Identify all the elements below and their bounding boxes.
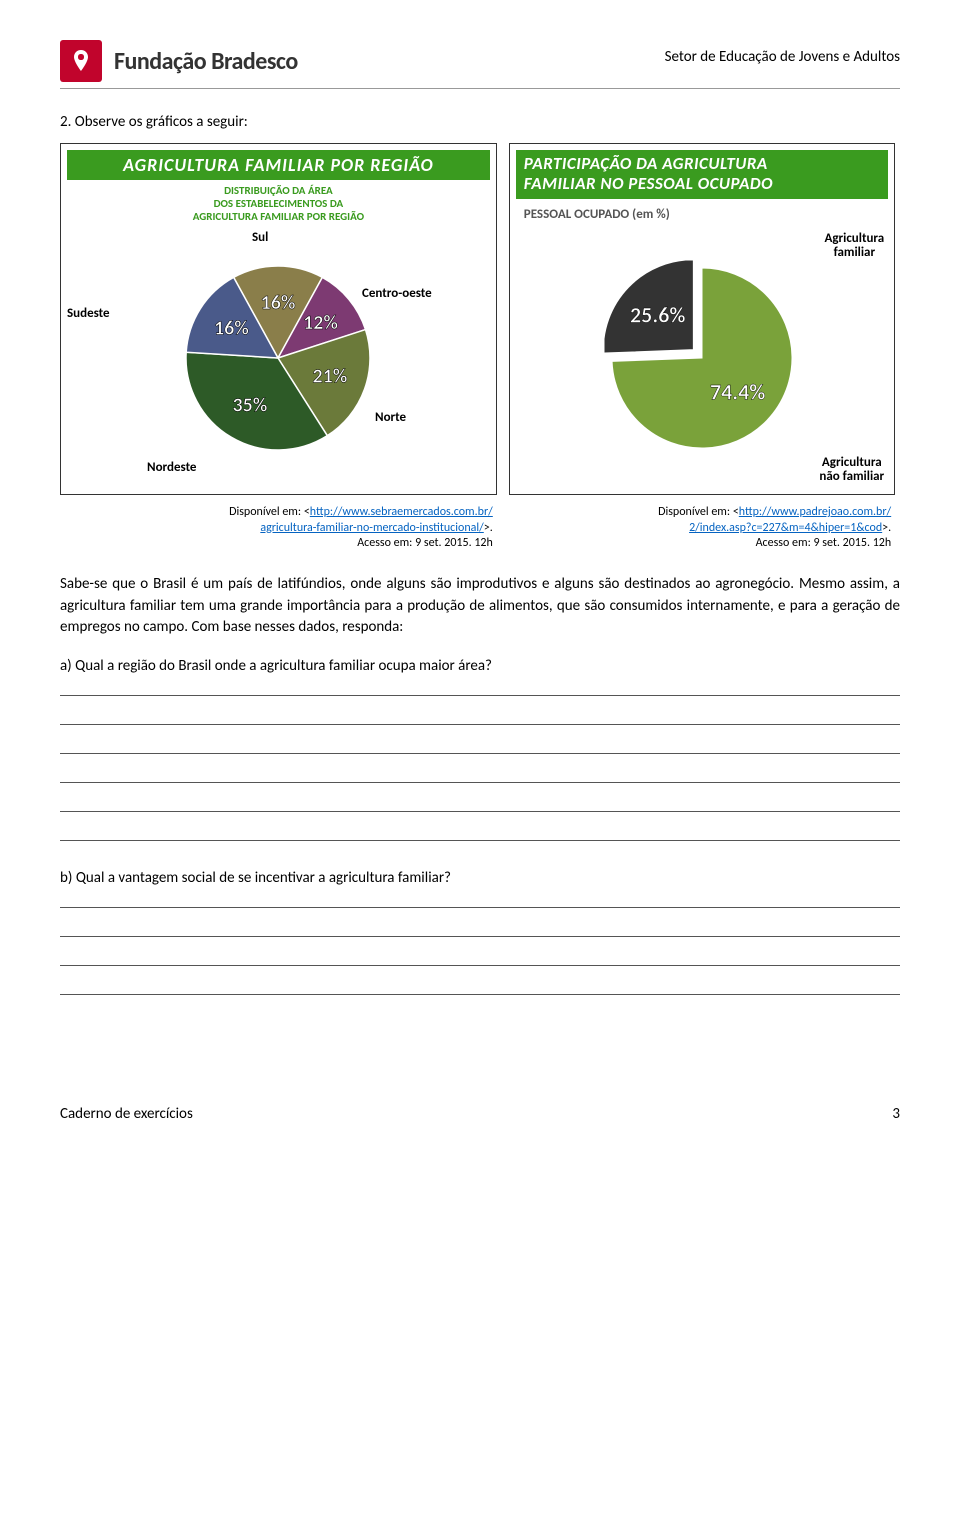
chart2-pie: 74.4% 25.6% (604, 261, 799, 456)
header-divider (60, 88, 900, 89)
src-text: >. (484, 521, 493, 535)
page-header: Fundação Bradesco Setor de Educação de J… (60, 40, 900, 82)
chart2-banner: PARTICIPAÇÃO DA AGRICULTURA FAMILIAR NO … (516, 150, 888, 199)
footer-caption: Caderno de exercícios (60, 1105, 193, 1123)
answer-line (60, 994, 900, 995)
source1-link[interactable]: http://www.sebraemercados.com.br/ (310, 505, 493, 519)
answer-line (60, 724, 900, 725)
src-text: Disponível em: < (658, 505, 739, 519)
answer-line (60, 936, 900, 937)
page-footer: Caderno de exercícios 3 (60, 1105, 900, 1123)
svg-text:25.6%: 25.6% (630, 301, 685, 328)
chart1-pie-area: 16% 12% 21% 35% 16% Sul Centro-oeste Norte N… (67, 228, 490, 488)
source2-link-2[interactable]: 2/index.asp?c=227&m=4&hiper=1&cod (689, 521, 882, 535)
sub-line: DOS ESTABELECIMENTOS DA (214, 197, 344, 210)
chart2-subtitle: PESSOAL OCUPADO (em %) (524, 207, 888, 222)
answer-line (60, 840, 900, 841)
answer-line (60, 782, 900, 783)
brand-logo-icon (60, 40, 102, 82)
source2-link[interactable]: http://www.padrejoao.com.br/ (739, 505, 891, 519)
answer-line (60, 753, 900, 754)
lbl-line: não familiar (819, 469, 884, 484)
sub-line: DISTRIBUIÇÃO DA ÁREA (224, 184, 333, 197)
chart1-banner: AGRICULTURA FAMILIAR POR REGIÃO (67, 150, 490, 180)
chart2-pie-area: 74.4% 25.6% Agricultura familiar Agricult… (516, 228, 888, 488)
lbl-line: Agricultura (822, 455, 882, 470)
answer-line (60, 811, 900, 812)
question-b: b) Qual a vantagem social de se incentiv… (60, 869, 900, 887)
question-intro: 2. Observe os gráficos a seguir: (60, 113, 900, 131)
src-text: Disponível em: < (229, 505, 310, 519)
src-access: Acesso em: 9 set. 2015. 12h (357, 536, 493, 550)
chart-region: AGRICULTURA FAMILIAR POR REGIÃO DISTRIBU… (60, 143, 497, 495)
pie2-label-familiar: Agricultura familiar (824, 232, 884, 261)
svg-text:74.4%: 74.4% (710, 378, 765, 405)
sub-line: AGRICULTURA FAMILIAR POR REGIÃO (193, 210, 364, 223)
chart1-pie: 16% 12% 21% 35% 16% (181, 260, 376, 455)
lbl-line: Agricultura (824, 231, 884, 246)
header-sector-text: Setor de Educação de Jovens e Adultos (665, 48, 900, 66)
pie-label-sul: Sul (252, 230, 268, 245)
answer-line (60, 695, 900, 696)
body-paragraph: Sabe-se que o Brasil é um país de latifú… (60, 574, 900, 639)
brand-block: Fundação Bradesco (60, 40, 298, 82)
answer-lines-a (60, 695, 900, 841)
pie-label-nordeste: Nordeste (147, 460, 196, 475)
pie2-label-nao-familiar: Agricultura não familiar (819, 456, 884, 485)
pie-label-sudeste: Sudeste (67, 306, 110, 321)
question-a: a) Qual a região do Brasil onde a agricu… (60, 657, 900, 675)
answer-lines-b (60, 907, 900, 995)
source-2: Disponível em: <http://www.padrejoao.com… (509, 505, 895, 552)
source-1: Disponível em: <http://www.sebraemercado… (60, 505, 497, 552)
chart1-subtitle: DISTRIBUIÇÃO DA ÁREA DOS ESTABELECIMENTO… (67, 184, 490, 224)
chart-participation: PARTICIPAÇÃO DA AGRICULTURA FAMILIAR NO … (509, 143, 895, 495)
svg-text:35%: 35% (233, 393, 268, 417)
pie-label-centro-oeste: Centro-oeste (362, 286, 432, 301)
svg-text:16%: 16% (214, 316, 249, 340)
svg-text:21%: 21% (313, 364, 348, 388)
brand-name: Fundação Bradesco (114, 47, 298, 76)
banner-line: FAMILIAR NO PESSOAL OCUPADO (524, 173, 773, 194)
svg-text:12%: 12% (303, 310, 338, 334)
src-text: >. (882, 521, 891, 535)
svg-text:16%: 16% (261, 290, 296, 314)
sources-row: Disponível em: <http://www.sebraemercado… (60, 505, 900, 552)
charts-row: AGRICULTURA FAMILIAR POR REGIÃO DISTRIBU… (60, 143, 900, 495)
src-access: Acesso em: 9 set. 2015. 12h (756, 536, 892, 550)
answer-line (60, 907, 900, 908)
banner-line: PARTICIPAÇÃO DA AGRICULTURA (524, 153, 768, 174)
source1-link-2[interactable]: agricultura-familiar-no-mercado-instituc… (260, 521, 483, 535)
lbl-line: familiar (834, 245, 876, 260)
answer-line (60, 965, 900, 966)
page-number: 3 (892, 1105, 900, 1123)
pie-label-norte: Norte (375, 410, 406, 425)
